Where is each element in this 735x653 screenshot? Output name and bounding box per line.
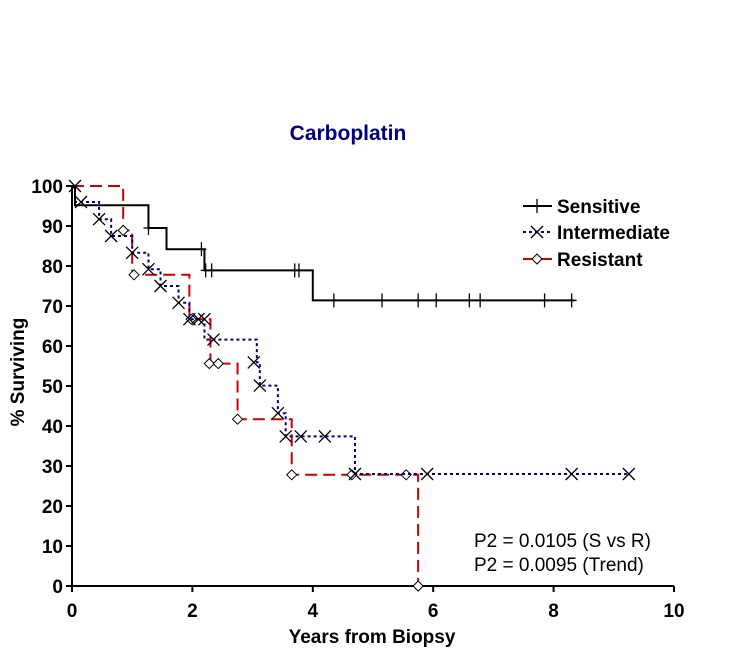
series-line-sensitive <box>72 185 575 302</box>
censor-mark-intermediate <box>271 406 285 420</box>
censor-mark-sensitive <box>377 293 388 308</box>
censor-mark-sensitive <box>464 293 475 308</box>
x-tick-label: 4 <box>308 601 319 622</box>
censor-mark-resistant <box>286 469 298 481</box>
y-tick-label: 90 <box>42 217 63 238</box>
legend-marker-intermediate <box>530 225 544 239</box>
censor-mark-sensitive <box>539 293 550 308</box>
y-tick-label: 80 <box>42 257 63 278</box>
axes <box>71 186 674 587</box>
censor-mark-intermediate <box>207 333 220 347</box>
censor-mark-intermediate <box>318 429 332 443</box>
censor-mark-sensitive <box>293 263 304 278</box>
censor-mark-sensitive <box>196 242 207 257</box>
censor-mark-sensitive <box>475 293 486 308</box>
censor-mark-resistant <box>128 269 140 281</box>
y-tick-label: 50 <box>42 377 63 398</box>
legend-marker-sensitive <box>532 199 542 213</box>
censor-mark-intermediate <box>253 379 267 393</box>
y-tick-label: 40 <box>42 417 63 438</box>
y-tick-label: 10 <box>42 537 63 558</box>
censor-mark-intermediate <box>565 467 579 481</box>
censor-mark-intermediate <box>247 355 261 369</box>
censor-mark-intermediate <box>279 429 293 443</box>
censor-mark-intermediate <box>294 429 308 443</box>
censor-mark-resistant <box>212 357 224 370</box>
censor-mark-intermediate <box>622 467 636 481</box>
legend-item-intermediate: Intermediate <box>523 223 670 244</box>
censor-mark-intermediate <box>141 262 155 276</box>
x-tick-label: 8 <box>548 601 559 622</box>
y-tick-label: 100 <box>31 177 63 198</box>
legend-symbol-sensitive <box>532 199 542 213</box>
censor-mark-intermediate <box>191 312 205 326</box>
legend-item-resistant: Resistant <box>523 250 643 271</box>
x-tick-label: 10 <box>663 601 684 622</box>
series-intermediate <box>68 179 636 481</box>
x-tick-label: 6 <box>428 601 439 622</box>
x-tick-label: 2 <box>187 601 198 622</box>
censor-mark-sensitive <box>143 221 154 235</box>
chart-title: Carboplatin <box>290 122 407 145</box>
p-value-trend: P2 = 0.0095 (Trend) <box>474 555 644 576</box>
censor-mark-sensitive <box>206 263 217 278</box>
y-ticks: 0 10 20 30 40 50 60 70 80 90 100 <box>31 177 72 598</box>
legend: Sensitive Intermediate Resistant <box>523 197 670 271</box>
y-tick-label: 20 <box>42 497 63 518</box>
censor-mark-intermediate <box>182 312 196 326</box>
p-value-s-vs-r: P2 = 0.0105 (S vs R) <box>474 531 651 552</box>
y-tick-label: 0 <box>52 577 63 598</box>
y-tick-label: 70 <box>42 297 63 318</box>
legend-symbol-resistant <box>531 253 543 265</box>
series-sensitive <box>72 185 577 308</box>
censor-mark-sensitive <box>328 293 339 308</box>
series-line-intermediate <box>72 185 629 475</box>
censor-mark-intermediate <box>92 212 106 226</box>
censor-mark-intermediate <box>348 467 362 481</box>
censor-mark-intermediate <box>125 246 139 260</box>
censor-mark-resistant <box>203 357 215 370</box>
censor-mark-intermediate <box>104 229 118 243</box>
legend-symbol-intermediate <box>530 225 544 239</box>
legend-label-intermediate: Intermediate <box>557 223 670 244</box>
legend-item-sensitive: Sensitive <box>523 197 640 218</box>
y-tick-label: 30 <box>42 457 63 478</box>
y-axis-label: % Surviving <box>8 318 29 427</box>
censor-mark-intermediate <box>172 296 186 310</box>
censor-mark-sensitive <box>566 293 577 308</box>
series-resistant <box>72 185 424 592</box>
censor-mark-resistant <box>117 224 129 237</box>
censor-mark-resistant <box>231 413 244 425</box>
censor-mark-intermediate <box>154 279 167 293</box>
x-tick-label: 0 <box>67 601 78 622</box>
series-layer <box>68 179 636 592</box>
y-tick-label: 60 <box>42 337 63 358</box>
legend-marker-resistant <box>531 253 543 265</box>
x-axis-label: Years from Biopsy <box>289 627 456 648</box>
censor-mark-intermediate <box>420 467 434 481</box>
legend-label-sensitive: Sensitive <box>557 197 640 218</box>
legend-label-resistant: Resistant <box>557 250 643 271</box>
censor-mark-sensitive <box>431 293 442 308</box>
censor-mark-intermediate <box>197 312 211 326</box>
censor-mark-resistant <box>412 580 424 592</box>
series-line-resistant <box>72 185 420 586</box>
censor-mark-sensitive <box>413 293 424 308</box>
x-ticks: 0 2 4 6 8 10 <box>67 586 685 622</box>
